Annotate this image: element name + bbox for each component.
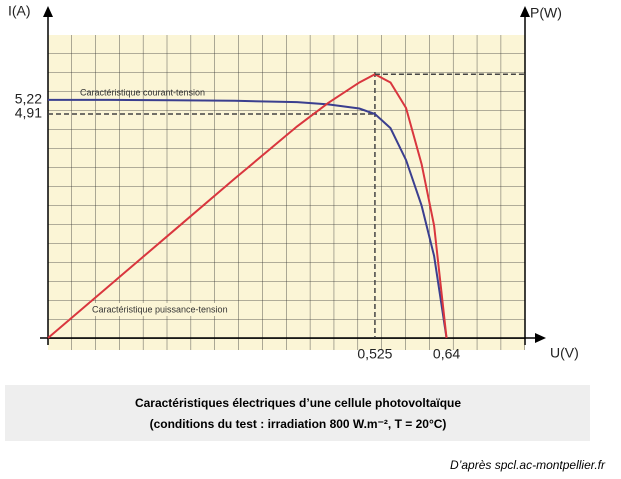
grid [48,35,525,350]
arrow [520,6,530,17]
y-tick-label: 5,22 [15,91,42,107]
arrow [43,6,53,17]
series-line [48,98,448,339]
arrow [535,333,546,343]
x-tick-label: 0,525 [357,346,392,362]
caption: (conditions du test : irradiation 800 W.… [150,417,447,431]
source: D’après spcl.ac-montpellier.fr [450,458,606,472]
y2-axis-label: P(W) [530,5,562,21]
y-tick-label: 4,91 [15,105,42,121]
annotation-bg [90,303,238,316]
annotation: Caractéristique courant-tension [80,87,205,97]
series-line [47,73,448,339]
x-axis-label: U(V) [550,345,579,361]
y-axis-label: I(A) [8,3,31,19]
caption: Caractéristiques électriques d’une cellu… [135,396,461,410]
x-tick-label: 0,64 [433,346,460,362]
caption-box [5,385,590,441]
annotation: Caractéristique puissance-tension [92,304,228,314]
